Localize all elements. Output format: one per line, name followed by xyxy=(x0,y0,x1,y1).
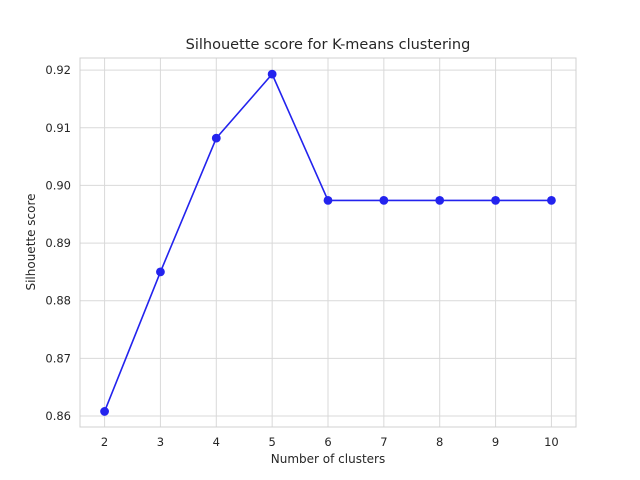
data-point xyxy=(547,196,556,205)
y-tick-label: 0.89 xyxy=(45,236,71,250)
data-point xyxy=(323,196,333,205)
data-point xyxy=(491,196,500,205)
x-tick-label: 9 xyxy=(492,435,499,449)
data-point xyxy=(435,196,445,205)
y-tick-label: 0.92 xyxy=(45,63,71,77)
data-point xyxy=(156,267,165,277)
data-point xyxy=(379,196,389,205)
x-axis-label: Number of clusters xyxy=(271,452,385,466)
x-tick-label: 5 xyxy=(268,435,275,449)
x-tick-label: 3 xyxy=(157,435,164,449)
x-tick-label: 4 xyxy=(213,435,220,449)
chart-title: Silhouette score for K-means clustering xyxy=(186,37,471,53)
y-tick-label: 0.88 xyxy=(45,294,71,308)
series xyxy=(100,69,556,416)
y-tick-label: 0.87 xyxy=(45,351,71,365)
y-tick-label: 0.90 xyxy=(45,178,71,192)
tick-labels: 2 3 4 5 6 7 8 9 10 0.86 0.87 0.88 0.89 0.90 0.91 0.92 xyxy=(45,63,558,449)
x-tick-label: 7 xyxy=(380,435,387,449)
x-tick-label: 2 xyxy=(101,435,108,449)
x-tick-label: 6 xyxy=(324,435,331,449)
y-tick-label: 0.91 xyxy=(45,121,71,135)
x-tick-label: 8 xyxy=(436,435,443,449)
data-point xyxy=(211,133,221,143)
x-tick-label: 10 xyxy=(544,435,559,449)
data-point xyxy=(100,407,109,416)
plot-area-frame xyxy=(79,57,577,428)
y-axis-label: Silhouette score xyxy=(24,193,38,290)
grid xyxy=(80,58,576,427)
data-point xyxy=(267,69,277,79)
y-tick-label: 0.86 xyxy=(45,409,71,423)
